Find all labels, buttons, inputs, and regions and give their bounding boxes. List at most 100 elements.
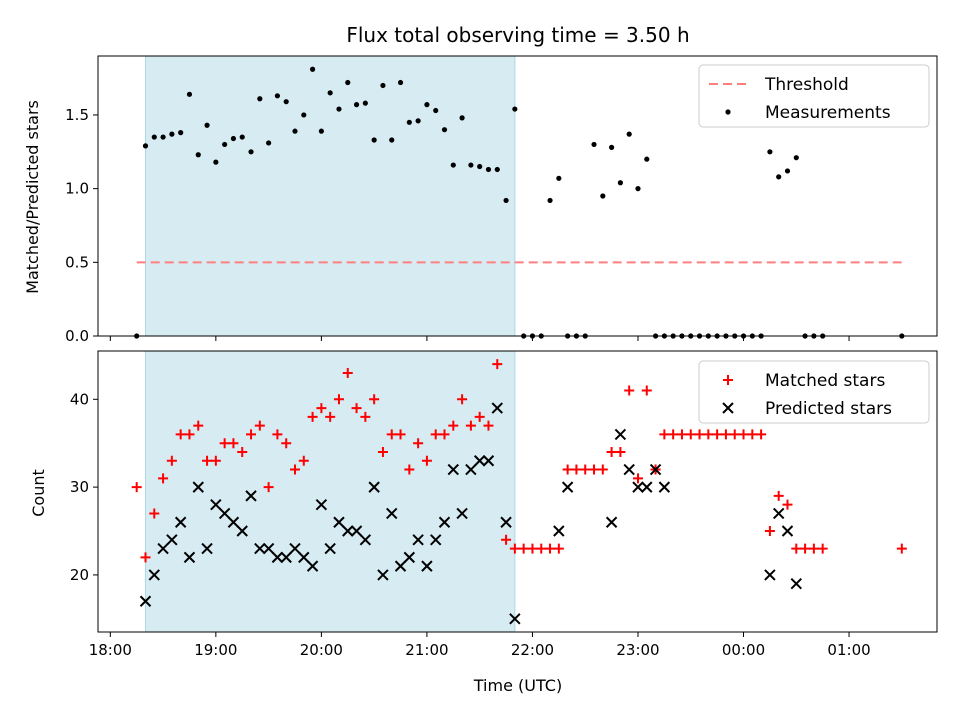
top-axes-frame bbox=[97, 55, 938, 337]
bottom-y-axis-label: Count bbox=[29, 469, 48, 517]
bottom-matched-point bbox=[281, 438, 292, 449]
bottom-legend-label: Predicted stars bbox=[765, 399, 892, 419]
bottom-series-1 bbox=[131, 359, 907, 563]
top-measurement-point bbox=[477, 163, 483, 170]
bottom-y-tick-label: 20 bbox=[70, 566, 89, 584]
bottom-predicted-point bbox=[359, 534, 372, 546]
top-measurement-point bbox=[195, 152, 201, 158]
bottom-matched-point bbox=[501, 534, 512, 545]
bottom-predicted-point bbox=[227, 516, 240, 528]
bottom-predicted-point bbox=[561, 481, 574, 493]
bottom-matched-point bbox=[202, 455, 213, 466]
top-measurement-point bbox=[635, 186, 641, 192]
top-measurement-point bbox=[406, 119, 412, 125]
top-measurement-point bbox=[318, 128, 324, 134]
top-measurement-point bbox=[485, 166, 492, 173]
bottom-predicted-point bbox=[324, 542, 336, 555]
top-measurement-point bbox=[556, 175, 562, 181]
top-measurement-point bbox=[617, 180, 623, 186]
top-measurement-point bbox=[309, 66, 316, 72]
bottom-matched-point bbox=[817, 543, 828, 554]
bottom-matched-point bbox=[421, 455, 432, 466]
bottom-matched-point bbox=[606, 446, 617, 457]
top-measurement-point bbox=[230, 135, 237, 142]
bottom-matched-point bbox=[158, 473, 169, 484]
bottom-matched-point bbox=[703, 429, 714, 440]
bottom-predicted-point bbox=[298, 551, 310, 564]
bottom-predicted-point bbox=[350, 525, 363, 537]
bottom-predicted-point bbox=[403, 551, 416, 564]
bottom-matched-point bbox=[342, 367, 353, 378]
bottom-predicted-point bbox=[456, 507, 468, 520]
bottom-predicted-point bbox=[641, 481, 653, 493]
bottom-matched-point bbox=[448, 420, 459, 431]
bottom-predicted-point bbox=[192, 481, 204, 493]
top-shaded-span bbox=[144, 55, 516, 337]
bottom-predicted-point bbox=[262, 542, 275, 555]
bottom-predicted-point bbox=[509, 613, 521, 625]
bottom-matched-point bbox=[580, 464, 591, 475]
bottom-axes-frame bbox=[97, 350, 938, 633]
bottom-predicted-point bbox=[245, 490, 257, 502]
bottom-legend-predicted-handle bbox=[722, 402, 734, 414]
bottom-matched-point bbox=[589, 464, 600, 475]
bottom-matched-point bbox=[439, 429, 450, 440]
top-legend-box bbox=[698, 64, 930, 128]
top-legend-measurement-handle bbox=[725, 109, 731, 115]
top-measurement-point bbox=[186, 91, 193, 97]
bottom-predicted-point bbox=[394, 560, 407, 572]
bottom-predicted-point bbox=[386, 507, 398, 520]
bottom-matched-point bbox=[659, 429, 670, 440]
bottom-predicted-point bbox=[289, 542, 301, 555]
bottom-matched-point bbox=[676, 429, 687, 440]
bottom-predicted-point bbox=[166, 534, 178, 546]
top-measurement-point bbox=[468, 162, 474, 168]
top-measurement-point bbox=[371, 137, 377, 143]
bottom-matched-point bbox=[263, 482, 274, 493]
top-measurement-point bbox=[609, 144, 615, 150]
bottom-predicted-point bbox=[218, 507, 231, 520]
bottom-predicted-point bbox=[781, 525, 794, 537]
bottom-matched-point bbox=[377, 446, 388, 457]
top-measurement-point bbox=[178, 130, 184, 136]
bottom-predicted-point bbox=[157, 542, 169, 555]
bottom-matched-point bbox=[738, 429, 749, 440]
bottom-predicted-point bbox=[139, 595, 152, 607]
bottom-series-2 bbox=[139, 402, 802, 625]
top-measurement-point bbox=[248, 149, 254, 155]
bottom-matched-point bbox=[316, 403, 327, 414]
bottom-matched-point bbox=[474, 411, 485, 422]
bottom-matched-point bbox=[184, 429, 195, 440]
bottom-matched-point bbox=[298, 455, 309, 466]
bottom-matched-point bbox=[571, 464, 582, 475]
bottom-predicted-point bbox=[465, 463, 477, 476]
bottom-predicted-point bbox=[772, 507, 785, 520]
bottom-matched-point bbox=[219, 438, 230, 449]
top-measurement-point bbox=[424, 102, 430, 108]
bottom-matched-point bbox=[747, 429, 758, 440]
bottom-x-tick-label: 20:00 bbox=[300, 641, 343, 659]
bottom-predicted-point bbox=[174, 516, 187, 528]
bottom-predicted-point bbox=[649, 463, 662, 476]
top-series-1 bbox=[134, 66, 905, 339]
bottom-predicted-point bbox=[368, 481, 380, 493]
bottom-matched-point bbox=[140, 552, 151, 563]
bottom-predicted-point bbox=[482, 455, 495, 467]
top-measurement-point bbox=[450, 162, 456, 168]
top-measurement-point bbox=[644, 156, 650, 162]
top-measurement-point bbox=[160, 134, 166, 140]
bottom-panel: 20 30 40 18:00 19:00 20:00 21:00 22:00 23:00 00:0… bbox=[70, 350, 938, 659]
top-measurement-point bbox=[204, 122, 210, 128]
top-measurement-point bbox=[591, 141, 597, 148]
bottom-legend-label: Matched stars bbox=[765, 371, 885, 391]
bottom-matched-point bbox=[395, 429, 406, 440]
bottom-matched-point bbox=[228, 438, 239, 449]
top-measurement-point bbox=[512, 106, 518, 112]
bottom-matched-point bbox=[773, 490, 784, 501]
top-measurement-point bbox=[784, 168, 791, 174]
bottom-matched-point bbox=[562, 464, 573, 475]
bottom-predicted-point bbox=[605, 516, 618, 528]
bottom-x-tick-label: 22:00 bbox=[511, 641, 554, 659]
bottom-matched-point bbox=[166, 455, 177, 466]
top-measurement-point bbox=[626, 131, 632, 137]
